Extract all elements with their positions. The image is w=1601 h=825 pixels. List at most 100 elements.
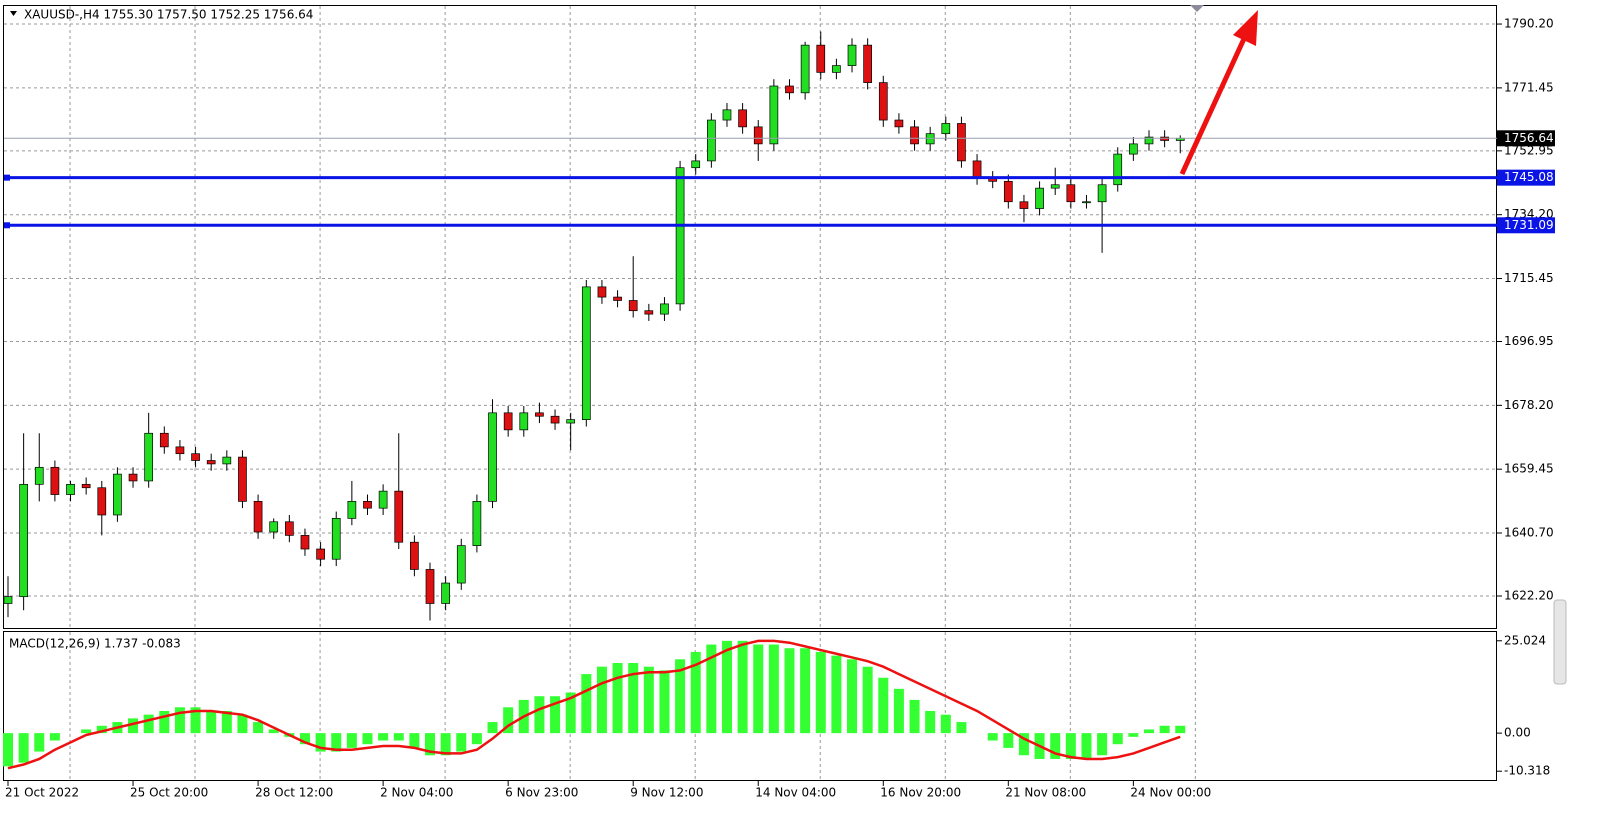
- candle-body: [456, 545, 466, 584]
- candle-body: [128, 473, 138, 482]
- candle-body: [644, 310, 654, 315]
- macd-bar: [596, 666, 607, 734]
- x-tick-label: 25 Oct 20:00: [130, 786, 208, 800]
- macd-bar: [143, 714, 154, 734]
- candle-body: [175, 446, 185, 455]
- macd-bar: [18, 733, 29, 763]
- candle-body: [503, 412, 513, 431]
- macd-bar: [925, 710, 936, 734]
- candle-body: [316, 548, 325, 560]
- macd-bar: [456, 733, 467, 752]
- macd-bar: [409, 733, 420, 748]
- candle-body: [81, 483, 91, 489]
- macd-bar: [878, 677, 889, 734]
- macd-bar: [81, 729, 92, 734]
- macd-bar: [847, 659, 858, 734]
- level-label: 1745.08: [1504, 170, 1554, 184]
- macd-bar: [1112, 733, 1123, 745]
- candle-body: [1019, 201, 1029, 209]
- candle-body: [753, 126, 763, 145]
- candle-body: [613, 296, 622, 301]
- macd-bar: [1097, 733, 1108, 756]
- macd-bar: [362, 733, 373, 745]
- y-tick-label: 1622.20: [1504, 588, 1554, 602]
- candle-body: [519, 412, 529, 431]
- macd-bar: [550, 696, 561, 734]
- candle-body: [550, 415, 560, 424]
- x-tick-label: 14 Nov 04:00: [755, 786, 836, 800]
- macd-bar: [800, 648, 811, 734]
- macd-bar: [1065, 733, 1076, 759]
- x-tick-label: 28 Oct 12:00: [255, 786, 333, 800]
- macd-bar: [425, 733, 436, 756]
- x-tick-label: 9 Nov 12:00: [630, 786, 703, 800]
- candle-body: [1097, 184, 1107, 203]
- macd-bar: [675, 659, 686, 734]
- arrow-shaft: [1179, 28, 1251, 176]
- candle-body: [1050, 184, 1060, 189]
- candle-body: [488, 412, 497, 502]
- macd-bar: [237, 714, 248, 734]
- candle-body: [269, 521, 279, 533]
- y-tick-label: 1640.70: [1504, 526, 1554, 540]
- candle-body: [1113, 153, 1123, 186]
- collapse-icon[interactable]: [10, 11, 17, 16]
- macd-bar: [565, 692, 576, 734]
- candle-body: [769, 85, 779, 145]
- candle-body: [425, 569, 435, 604]
- candle-body: [66, 483, 75, 495]
- level-handle: [4, 174, 10, 181]
- candle-body: [722, 109, 732, 121]
- macd-bar: [49, 733, 60, 741]
- macd-bar: [1143, 729, 1154, 734]
- y-tick-label: 25.024: [1504, 633, 1546, 647]
- candle-body: [113, 473, 122, 516]
- scrollbar[interactable]: [1553, 599, 1567, 685]
- candle-body: [34, 466, 44, 485]
- candle-body: [847, 44, 857, 66]
- macd-bar: [393, 733, 404, 741]
- macd-bar: [3, 733, 13, 767]
- macd-bar: [1175, 725, 1186, 734]
- current-price-label: 1756.64: [1504, 131, 1554, 145]
- macd-bar: [1018, 733, 1029, 756]
- level-box: [1497, 169, 1555, 186]
- macd-bar: [346, 733, 357, 748]
- candle-body: [816, 44, 826, 73]
- x-tick-label: 16 Nov 20:00: [880, 786, 961, 800]
- macd-bar: [956, 722, 967, 734]
- candle-body: [206, 460, 216, 465]
- candle-body: [691, 160, 701, 169]
- candle-body: [660, 303, 669, 315]
- candle-body: [363, 501, 372, 509]
- arrow-head: [1233, 10, 1258, 46]
- x-tick-label: 6 Nov 23:00: [505, 786, 578, 800]
- candle-body: [706, 119, 716, 162]
- y-tick-label: -10.318: [1504, 764, 1550, 778]
- candle-body: [972, 160, 982, 179]
- macd-bar: [487, 722, 498, 734]
- candle-body: [253, 501, 263, 533]
- macd-bar: [706, 644, 717, 734]
- x-tick-label: 21 Nov 08:00: [1005, 786, 1086, 800]
- macd-bar: [503, 707, 514, 734]
- candle-body: [738, 109, 747, 128]
- macd-bar: [690, 651, 701, 734]
- y-tick-label: 1659.45: [1504, 462, 1554, 476]
- candle-body: [581, 286, 591, 420]
- shift-marker[interactable]: [1190, 5, 1204, 12]
- macd-bar: [1128, 733, 1139, 737]
- macd-bar: [768, 644, 779, 734]
- macd-bar: [378, 733, 389, 741]
- candle-body: [597, 286, 607, 298]
- level-box: [1497, 217, 1555, 234]
- candle-body: [144, 432, 154, 482]
- macd-bar: [643, 666, 654, 734]
- macd-bar: [862, 666, 873, 734]
- candle-body: [1003, 180, 1013, 203]
- candle-body: [800, 44, 810, 94]
- candle-body: [300, 535, 310, 550]
- marks: [3, 31, 1497, 770]
- macd-bar: [1003, 733, 1014, 748]
- candle-body: [941, 123, 951, 135]
